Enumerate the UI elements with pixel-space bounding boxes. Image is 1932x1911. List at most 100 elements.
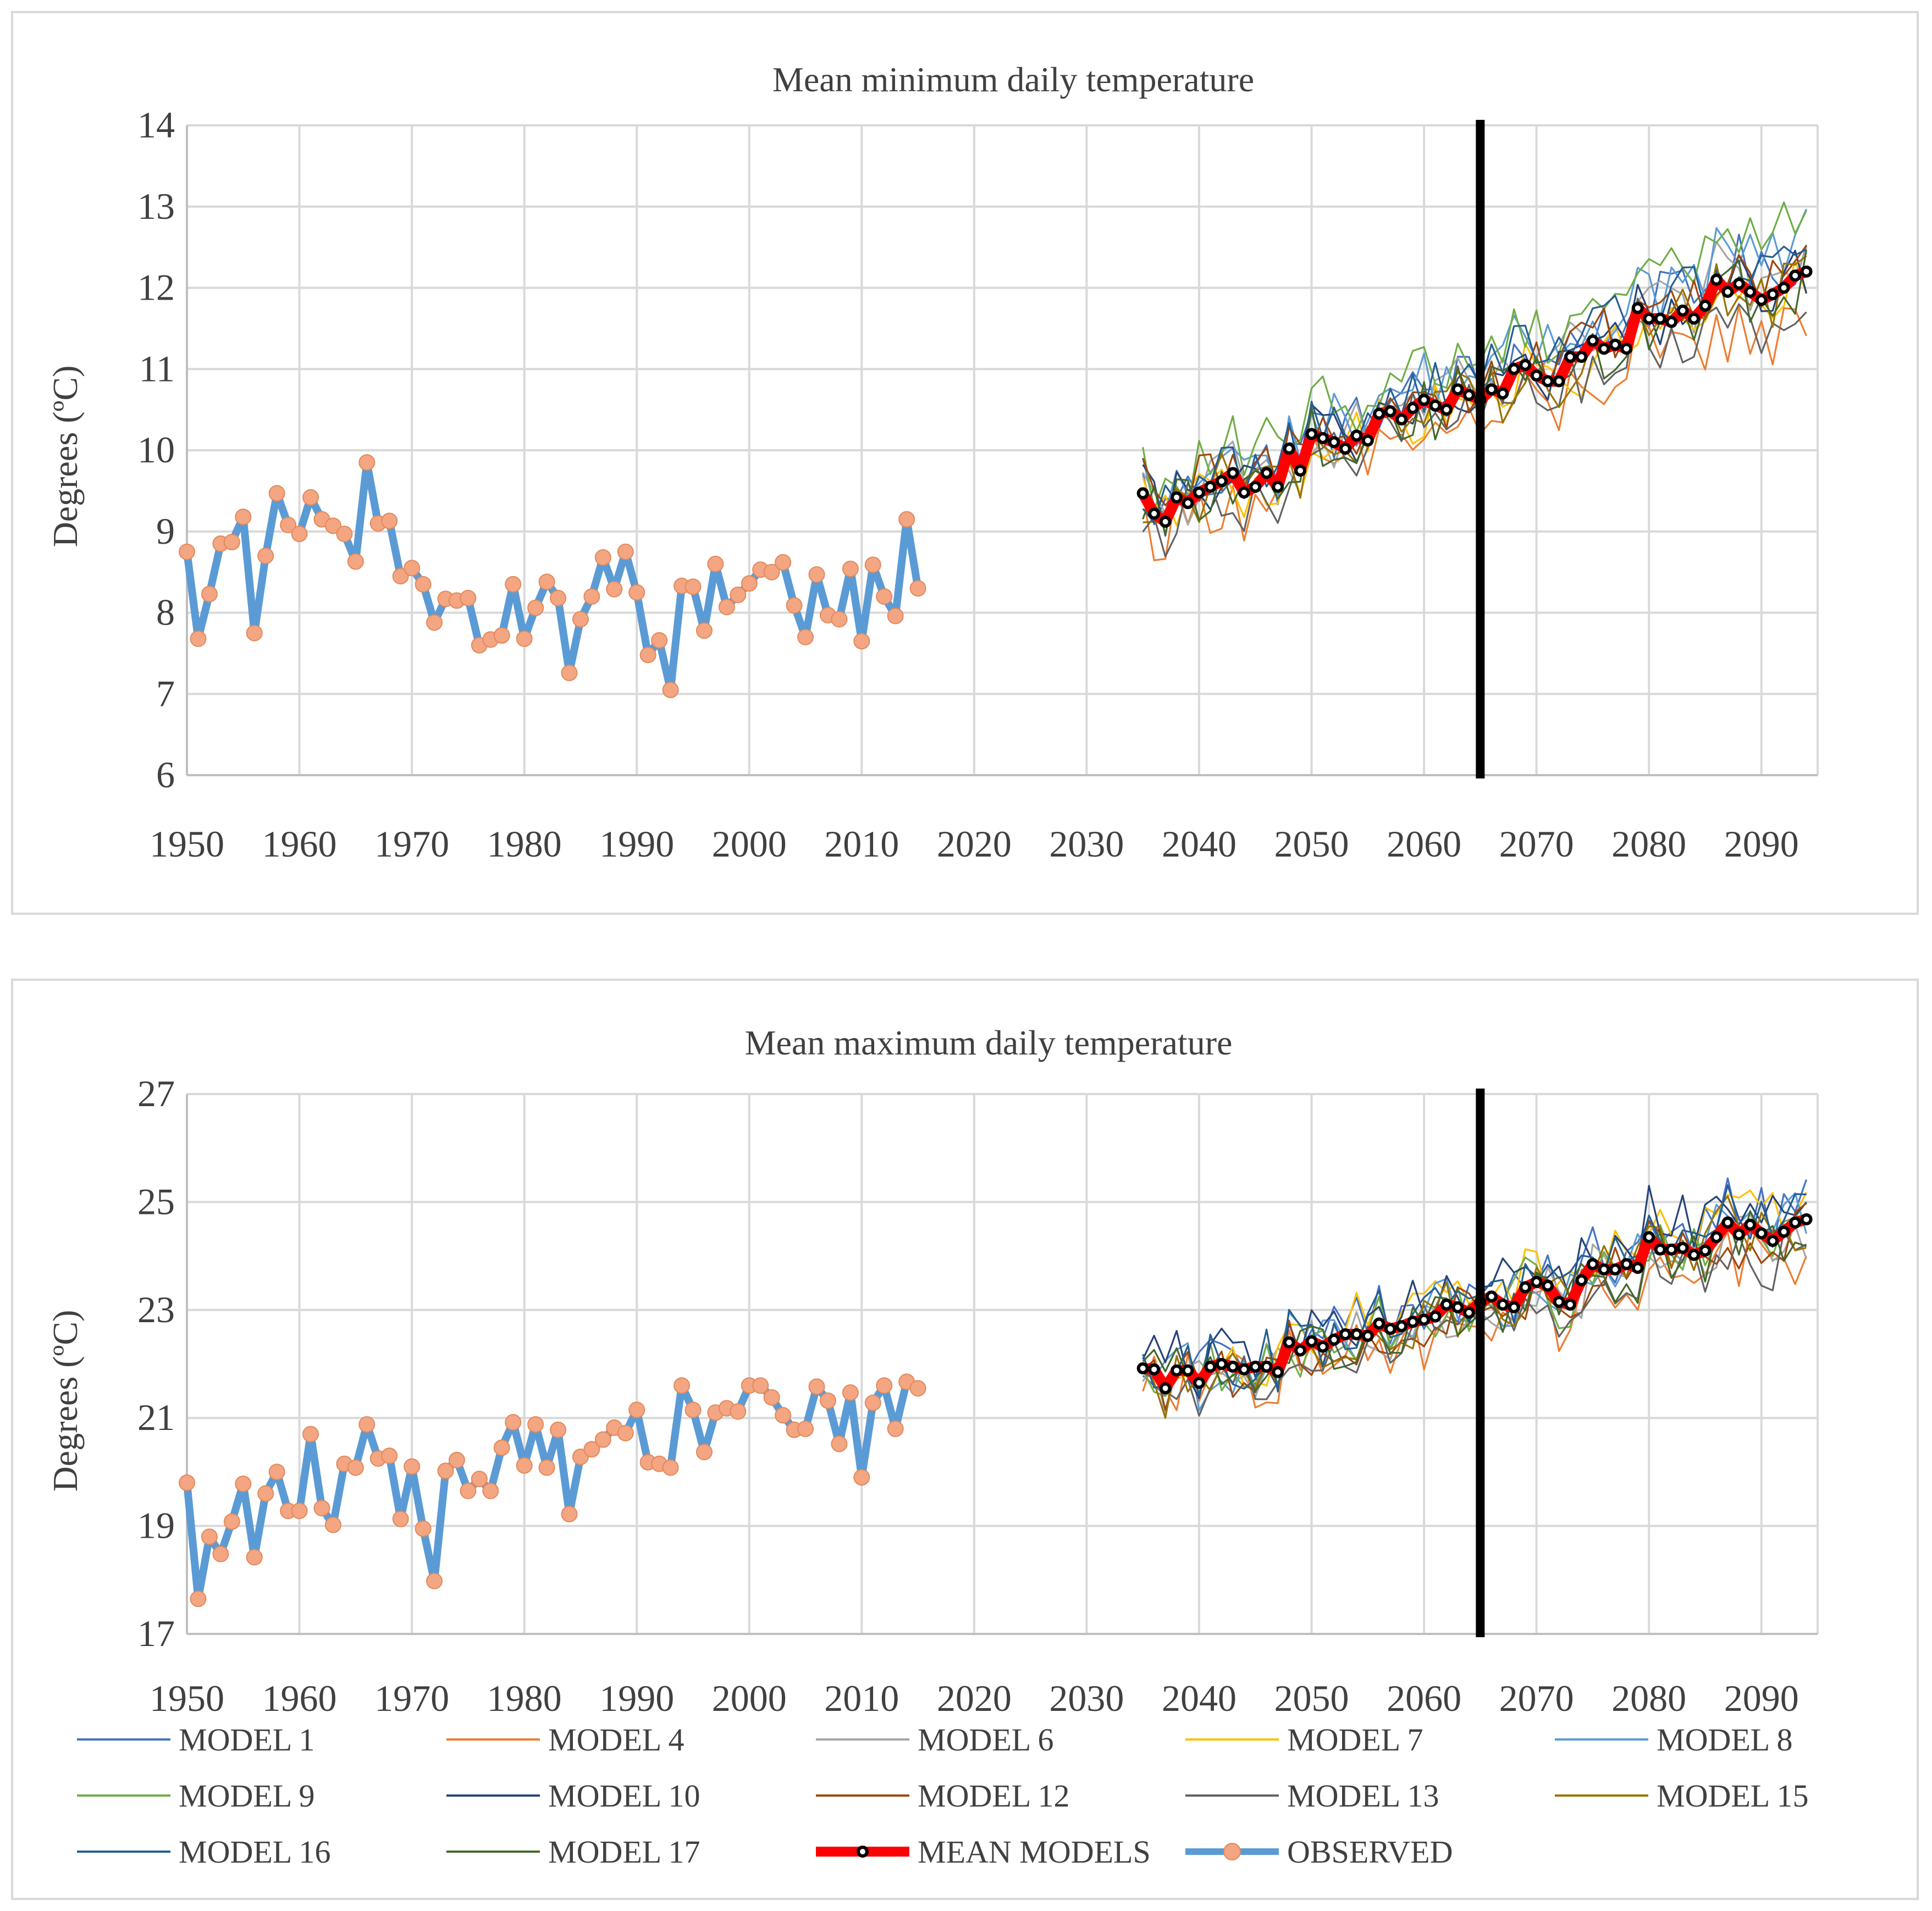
mean-models-point <box>1800 265 1813 278</box>
legend-item-model-16: MODEL 16 <box>77 1834 331 1870</box>
observed-point <box>336 526 353 543</box>
mean-models-point <box>1519 358 1532 371</box>
mean-models-point <box>1575 1274 1588 1286</box>
observed-point <box>730 1403 747 1420</box>
mean-models-point <box>1654 312 1666 325</box>
observed-point <box>268 485 285 502</box>
mean-models-point <box>1497 387 1509 400</box>
mean-models-point <box>1204 480 1217 493</box>
legend-item-model-12: MODEL 12 <box>816 1778 1070 1814</box>
observed-point <box>246 1549 263 1566</box>
mean-models-point <box>1384 1323 1396 1335</box>
observed-point <box>572 1448 589 1465</box>
legend-item-model-10: MODEL 10 <box>446 1778 700 1814</box>
y-tick-label: 10 <box>137 429 175 471</box>
legend-item-model-13: MODEL 13 <box>1185 1778 1439 1814</box>
mean-models-point <box>1575 351 1588 363</box>
mean-models-point <box>1789 1216 1802 1229</box>
mean-models-point <box>1418 1313 1431 1326</box>
mean-models-point <box>1462 389 1475 401</box>
observed-point <box>313 1500 330 1517</box>
mean-models-point <box>1215 1358 1228 1370</box>
legend-swatch-marker <box>1223 1843 1241 1860</box>
mean-models-point <box>1227 467 1239 479</box>
mean-models-point <box>1406 402 1419 415</box>
axes <box>186 1094 1818 1635</box>
x-tick-label: 2040 <box>1162 1677 1237 1719</box>
chart-title: Mean maximum daily temperature <box>745 1023 1233 1062</box>
mean-models-series <box>1136 265 1813 528</box>
mean-models-point <box>1328 1333 1340 1346</box>
observed-point <box>268 1463 285 1481</box>
observed-point <box>808 1378 825 1395</box>
model-line-model-17 <box>1142 1210 1807 1392</box>
observed-point <box>179 1474 195 1492</box>
mean-models-point <box>1732 278 1745 290</box>
x-tick-label: 2070 <box>1499 823 1574 865</box>
observed-point <box>606 581 623 598</box>
mean-models-point <box>1643 1231 1655 1244</box>
mean-models-point <box>1755 1227 1768 1240</box>
observed-point <box>415 576 432 593</box>
observed-point <box>516 630 533 647</box>
observed-point <box>808 566 825 583</box>
legend-label: MODEL 17 <box>548 1834 700 1870</box>
x-tick-label: 2060 <box>1387 1677 1461 1719</box>
model-line-model-16 <box>1142 1184 1807 1397</box>
legend-item-model-9: MODEL 9 <box>77 1778 315 1814</box>
mean-models-point <box>1440 1298 1453 1311</box>
y-tick-label: 7 <box>156 672 175 714</box>
mean-models-point <box>1283 443 1295 455</box>
observed-point <box>842 560 859 577</box>
x-tick-label: 2090 <box>1724 1677 1799 1719</box>
legend-item-model-4: MODEL 4 <box>446 1722 685 1758</box>
x-tick-label: 1970 <box>374 1677 449 1719</box>
mean-models-point <box>1665 316 1678 328</box>
mean-models-point <box>1609 338 1621 351</box>
legend-label: MODEL 16 <box>179 1834 331 1870</box>
mean-models-point <box>1384 405 1396 418</box>
observed-point <box>179 543 195 560</box>
mean-models-series <box>1136 1213 1813 1395</box>
mean-models-point <box>1328 436 1340 449</box>
observed-point <box>223 533 240 550</box>
mean-models-point <box>1767 1235 1779 1247</box>
mean-models-point <box>1519 1281 1532 1294</box>
observed-point <box>280 516 297 533</box>
observed-point <box>324 1516 341 1533</box>
observed-point <box>538 573 555 590</box>
x-tick-label: 2040 <box>1162 823 1237 865</box>
mean-models-point <box>1260 467 1273 479</box>
observed-point <box>493 1439 510 1456</box>
mean-models-point <box>1249 480 1262 493</box>
observed-point <box>404 560 421 577</box>
y-tick-label: 19 <box>137 1505 175 1547</box>
mean-models-point <box>1676 1241 1689 1254</box>
observed-point <box>864 1394 881 1411</box>
observed-point <box>291 1503 308 1520</box>
mean-models-point <box>1744 1218 1757 1231</box>
legend-item-observed: OBSERVED <box>1185 1834 1453 1870</box>
chart-title: Mean minimum daily temperature <box>772 60 1254 99</box>
x-tick-label: 1970 <box>374 823 449 865</box>
observed-point <box>909 580 926 597</box>
observed-point <box>864 556 881 573</box>
mean-models-point <box>1586 1258 1599 1271</box>
x-tick-label: 2050 <box>1274 823 1349 865</box>
observed-point <box>235 1476 252 1493</box>
mean-models-point <box>1710 273 1723 286</box>
observed-point <box>235 509 252 526</box>
model-line-model-8 <box>1142 208 1807 515</box>
legend-label: MODEL 10 <box>548 1778 700 1814</box>
y-tick-label: 9 <box>156 510 175 552</box>
observed-point <box>201 586 218 603</box>
observed-point <box>707 555 724 572</box>
mean-models-point <box>1215 475 1228 488</box>
x-tick-label: 2050 <box>1274 1677 1349 1719</box>
legend-swatch-marker <box>857 1846 869 1858</box>
mean-models-point <box>1249 1360 1262 1373</box>
x-tick-label: 2030 <box>1049 823 1124 865</box>
observed-point <box>358 1416 376 1433</box>
observed-point <box>538 1459 555 1476</box>
observed-point <box>752 1377 769 1394</box>
